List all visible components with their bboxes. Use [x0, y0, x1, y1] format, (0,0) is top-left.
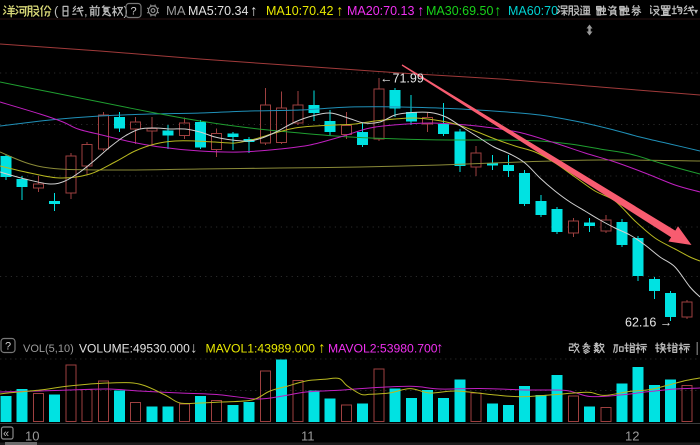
svg-text:MA60:70: MA60:70	[508, 4, 558, 18]
svg-text:MAVOL2:53980.700: MAVOL2:53980.700	[328, 342, 438, 356]
svg-text:MAVOL1:43989.000: MAVOL1:43989.000	[206, 342, 316, 356]
svg-text:12: 12	[625, 429, 639, 444]
svg-text:↑: ↑	[318, 340, 326, 357]
svg-text:VOL(5,10): VOL(5,10)	[23, 343, 74, 355]
svg-text:MA: MA	[166, 3, 186, 18]
svg-text:,: ,	[84, 4, 88, 19]
svg-text:↑: ↑	[417, 3, 425, 20]
svg-text:MA10:70.42: MA10:70.42	[266, 4, 333, 18]
svg-text:62.16 →: 62.16 →	[625, 316, 672, 330]
svg-text:VOLUME:49530.000: VOLUME:49530.000	[79, 342, 190, 356]
svg-text:(: (	[54, 4, 59, 19]
svg-text:«: «	[3, 428, 9, 440]
svg-text:10: 10	[25, 429, 39, 444]
svg-text:↓: ↓	[190, 340, 198, 357]
svg-text:?: ?	[5, 341, 11, 353]
svg-text:11: 11	[301, 429, 315, 444]
svg-text:MA30:69.50: MA30:69.50	[426, 4, 493, 18]
svg-text:↑: ↑	[336, 3, 344, 20]
svg-text:↑: ↑	[250, 3, 258, 20]
svg-text:←71.99: ←71.99	[380, 72, 424, 86]
svg-text:▾: ▾	[694, 7, 698, 16]
svg-text:↑: ↑	[494, 3, 502, 20]
svg-text:↑: ↑	[436, 340, 444, 357]
svg-text:?: ?	[131, 6, 137, 18]
svg-text:MA5:70.34: MA5:70.34	[188, 4, 249, 18]
svg-text:MA20:70.13: MA20:70.13	[347, 4, 414, 18]
